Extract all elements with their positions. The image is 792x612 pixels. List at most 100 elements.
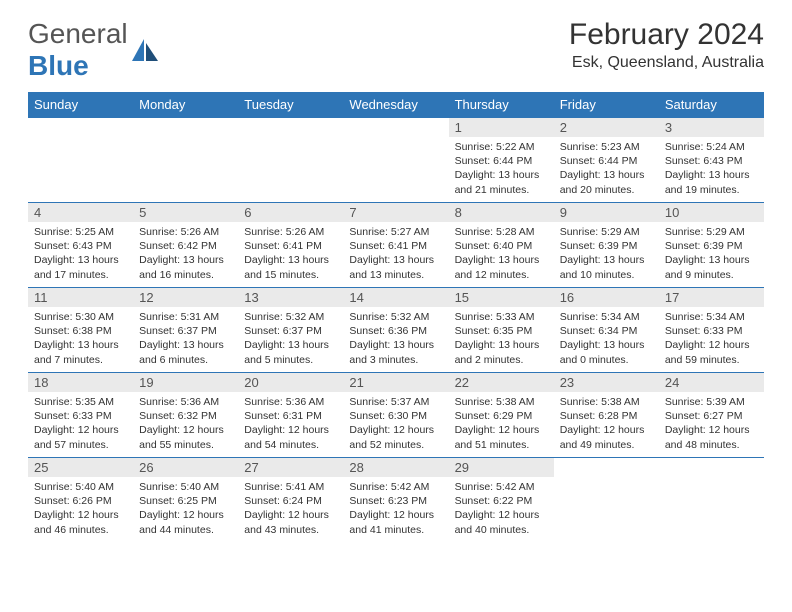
sunrise-line: Sunrise: 5:29 AM xyxy=(560,225,653,239)
day-header-row: SundayMondayTuesdayWednesdayThursdayFrid… xyxy=(28,92,764,118)
day-number: 27 xyxy=(238,458,343,477)
calendar-table: SundayMondayTuesdayWednesdayThursdayFrid… xyxy=(28,92,764,543)
day-cell xyxy=(554,458,659,543)
sunrise-line: Sunrise: 5:27 AM xyxy=(349,225,442,239)
day-number: 11 xyxy=(28,288,133,307)
daylight-line: Daylight: 12 hours and 52 minutes. xyxy=(349,423,442,451)
day-cell: 11Sunrise: 5:30 AMSunset: 6:38 PMDayligh… xyxy=(28,288,133,373)
week-row: 25Sunrise: 5:40 AMSunset: 6:26 PMDayligh… xyxy=(28,458,764,543)
sunrise-line: Sunrise: 5:28 AM xyxy=(455,225,548,239)
day-cell: 23Sunrise: 5:38 AMSunset: 6:28 PMDayligh… xyxy=(554,373,659,458)
daylight-line: Daylight: 13 hours and 20 minutes. xyxy=(560,168,653,196)
sunset-line: Sunset: 6:35 PM xyxy=(455,324,548,338)
sunset-line: Sunset: 6:43 PM xyxy=(34,239,127,253)
sunset-line: Sunset: 6:42 PM xyxy=(139,239,232,253)
daylight-line: Daylight: 12 hours and 55 minutes. xyxy=(139,423,232,451)
day-number: 28 xyxy=(343,458,448,477)
daylight-line: Daylight: 13 hours and 9 minutes. xyxy=(665,253,758,281)
day-cell: 19Sunrise: 5:36 AMSunset: 6:32 PMDayligh… xyxy=(133,373,238,458)
day-number: 18 xyxy=(28,373,133,392)
day-body: Sunrise: 5:37 AMSunset: 6:30 PMDaylight:… xyxy=(343,392,448,455)
day-header: Thursday xyxy=(449,92,554,118)
day-body: Sunrise: 5:40 AMSunset: 6:25 PMDaylight:… xyxy=(133,477,238,540)
sunrise-line: Sunrise: 5:22 AM xyxy=(455,140,548,154)
day-cell: 3Sunrise: 5:24 AMSunset: 6:43 PMDaylight… xyxy=(659,118,764,203)
day-cell: 29Sunrise: 5:42 AMSunset: 6:22 PMDayligh… xyxy=(449,458,554,543)
day-body: Sunrise: 5:25 AMSunset: 6:43 PMDaylight:… xyxy=(28,222,133,285)
week-row: 4Sunrise: 5:25 AMSunset: 6:43 PMDaylight… xyxy=(28,203,764,288)
day-number: 26 xyxy=(133,458,238,477)
day-cell: 25Sunrise: 5:40 AMSunset: 6:26 PMDayligh… xyxy=(28,458,133,543)
day-cell xyxy=(28,118,133,203)
day-header: Tuesday xyxy=(238,92,343,118)
daylight-line: Daylight: 12 hours and 44 minutes. xyxy=(139,508,232,536)
sunrise-line: Sunrise: 5:38 AM xyxy=(455,395,548,409)
day-body: Sunrise: 5:29 AMSunset: 6:39 PMDaylight:… xyxy=(659,222,764,285)
day-body: Sunrise: 5:30 AMSunset: 6:38 PMDaylight:… xyxy=(28,307,133,370)
day-body: Sunrise: 5:28 AMSunset: 6:40 PMDaylight:… xyxy=(449,222,554,285)
daylight-line: Daylight: 13 hours and 13 minutes. xyxy=(349,253,442,281)
day-cell xyxy=(659,458,764,543)
day-number: 16 xyxy=(554,288,659,307)
day-number: 7 xyxy=(343,203,448,222)
day-cell xyxy=(238,118,343,203)
day-number: 24 xyxy=(659,373,764,392)
day-cell: 12Sunrise: 5:31 AMSunset: 6:37 PMDayligh… xyxy=(133,288,238,373)
day-body: Sunrise: 5:35 AMSunset: 6:33 PMDaylight:… xyxy=(28,392,133,455)
day-number: 23 xyxy=(554,373,659,392)
day-header: Friday xyxy=(554,92,659,118)
sunset-line: Sunset: 6:34 PM xyxy=(560,324,653,338)
day-cell: 1Sunrise: 5:22 AMSunset: 6:44 PMDaylight… xyxy=(449,118,554,203)
day-body: Sunrise: 5:32 AMSunset: 6:37 PMDaylight:… xyxy=(238,307,343,370)
sunset-line: Sunset: 6:32 PM xyxy=(139,409,232,423)
daylight-line: Daylight: 12 hours and 48 minutes. xyxy=(665,423,758,451)
day-cell xyxy=(133,118,238,203)
day-number: 20 xyxy=(238,373,343,392)
daylight-line: Daylight: 13 hours and 3 minutes. xyxy=(349,338,442,366)
day-number: 22 xyxy=(449,373,554,392)
day-body: Sunrise: 5:40 AMSunset: 6:26 PMDaylight:… xyxy=(28,477,133,540)
sunset-line: Sunset: 6:29 PM xyxy=(455,409,548,423)
daylight-line: Daylight: 13 hours and 17 minutes. xyxy=(34,253,127,281)
logo: General Blue xyxy=(28,18,158,82)
sunrise-line: Sunrise: 5:32 AM xyxy=(349,310,442,324)
day-cell: 5Sunrise: 5:26 AMSunset: 6:42 PMDaylight… xyxy=(133,203,238,288)
daylight-line: Daylight: 12 hours and 59 minutes. xyxy=(665,338,758,366)
title-block: February 2024 Esk, Queensland, Australia xyxy=(569,18,764,72)
day-body: Sunrise: 5:26 AMSunset: 6:42 PMDaylight:… xyxy=(133,222,238,285)
sunset-line: Sunset: 6:38 PM xyxy=(34,324,127,338)
day-number: 1 xyxy=(449,118,554,137)
day-number: 10 xyxy=(659,203,764,222)
day-body: Sunrise: 5:29 AMSunset: 6:39 PMDaylight:… xyxy=(554,222,659,285)
day-cell: 28Sunrise: 5:42 AMSunset: 6:23 PMDayligh… xyxy=(343,458,448,543)
day-cell: 14Sunrise: 5:32 AMSunset: 6:36 PMDayligh… xyxy=(343,288,448,373)
day-cell: 15Sunrise: 5:33 AMSunset: 6:35 PMDayligh… xyxy=(449,288,554,373)
daylight-line: Daylight: 12 hours and 46 minutes. xyxy=(34,508,127,536)
sunset-line: Sunset: 6:33 PM xyxy=(34,409,127,423)
sunrise-line: Sunrise: 5:33 AM xyxy=(455,310,548,324)
daylight-line: Daylight: 12 hours and 54 minutes. xyxy=(244,423,337,451)
day-number: 13 xyxy=(238,288,343,307)
daylight-line: Daylight: 12 hours and 41 minutes. xyxy=(349,508,442,536)
day-cell: 17Sunrise: 5:34 AMSunset: 6:33 PMDayligh… xyxy=(659,288,764,373)
sunrise-line: Sunrise: 5:26 AM xyxy=(139,225,232,239)
day-body: Sunrise: 5:36 AMSunset: 6:32 PMDaylight:… xyxy=(133,392,238,455)
sunset-line: Sunset: 6:44 PM xyxy=(455,154,548,168)
day-number: 4 xyxy=(28,203,133,222)
day-body: Sunrise: 5:34 AMSunset: 6:34 PMDaylight:… xyxy=(554,307,659,370)
day-header: Saturday xyxy=(659,92,764,118)
sunrise-line: Sunrise: 5:29 AM xyxy=(665,225,758,239)
logo-text: General Blue xyxy=(28,18,128,82)
logo-sail-icon xyxy=(132,39,158,61)
sunrise-line: Sunrise: 5:32 AM xyxy=(244,310,337,324)
day-body: Sunrise: 5:22 AMSunset: 6:44 PMDaylight:… xyxy=(449,137,554,200)
day-body: Sunrise: 5:31 AMSunset: 6:37 PMDaylight:… xyxy=(133,307,238,370)
day-header: Monday xyxy=(133,92,238,118)
day-cell: 27Sunrise: 5:41 AMSunset: 6:24 PMDayligh… xyxy=(238,458,343,543)
sunset-line: Sunset: 6:41 PM xyxy=(349,239,442,253)
sunrise-line: Sunrise: 5:39 AM xyxy=(665,395,758,409)
day-number: 12 xyxy=(133,288,238,307)
sunrise-line: Sunrise: 5:42 AM xyxy=(349,480,442,494)
sunset-line: Sunset: 6:43 PM xyxy=(665,154,758,168)
day-number: 19 xyxy=(133,373,238,392)
